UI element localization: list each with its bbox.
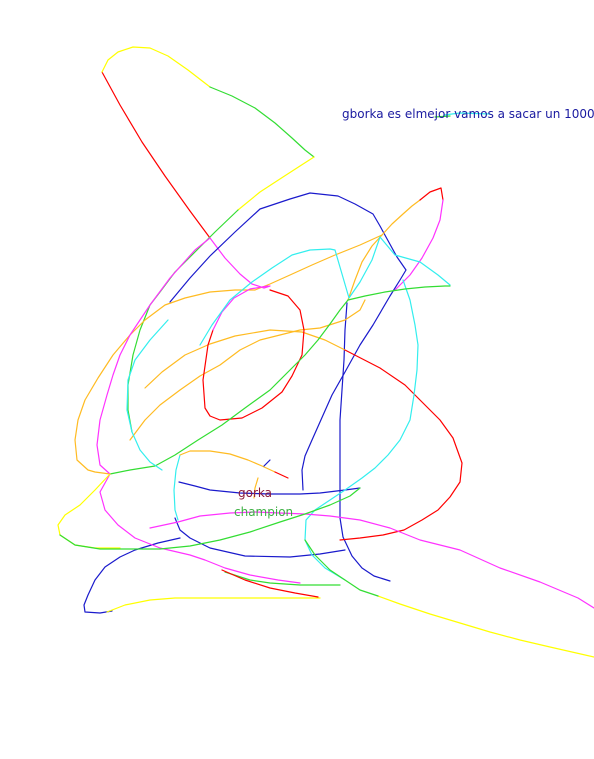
stroke-cyan-left (126, 319, 169, 471)
stroke-orange-inner (144, 329, 346, 389)
stroke-magenta-inner (212, 285, 269, 331)
stroke-orange-upper (347, 199, 421, 301)
stroke-cyan-top (379, 236, 451, 286)
canvas-text-gorka: gorka (238, 486, 272, 500)
stroke-orange-gorka (179, 450, 276, 473)
stroke-green-bottom-right (304, 539, 379, 597)
stroke-magenta-lower (96, 237, 211, 475)
stroke-red-gorka (274, 471, 289, 479)
stroke-red-bottom (221, 569, 319, 598)
stroke-red-inner-loop (202, 289, 305, 421)
stroke-green-right (347, 285, 451, 301)
stroke-blue-lower-loop (174, 517, 346, 558)
stroke-blue-vertical (339, 302, 391, 582)
stroke-green-bottom (59, 487, 361, 550)
stroke-green-inner (109, 299, 349, 475)
stroke-yellow-top-loop (101, 46, 211, 88)
stroke-yellow-bottom (106, 597, 321, 613)
stroke-cyan-text-mark (443, 112, 491, 116)
stroke-yellow-bottom-right (377, 595, 594, 658)
stroke-cyan-right (304, 279, 419, 581)
stroke-red-top-right (419, 187, 444, 201)
stroke-orange-left (74, 289, 256, 475)
stroke-red-diagonal (101, 71, 211, 239)
stroke-yellow-descend (237, 156, 315, 211)
stroke-magenta-upper (209, 237, 271, 289)
stroke-blue-loop (169, 192, 407, 491)
stroke-orange-gorka-down (253, 477, 259, 499)
stroke-magenta-bottom (99, 473, 301, 584)
stroke-orange-circle (129, 299, 366, 441)
stroke-orange-middle (254, 234, 383, 291)
stroke-blue-bottom-left (83, 537, 181, 614)
stroke-green-bottom-line (224, 571, 341, 586)
stroke-green-top (209, 86, 315, 158)
stroke-magenta-bottom-right (149, 511, 594, 609)
stroke-red-right (339, 349, 463, 541)
canvas-text-top: gborka es elmejor vamos a sacar un 10000… (342, 107, 594, 121)
stroke-magenta-right (394, 199, 444, 291)
stroke-blue-bottom (178, 481, 361, 495)
stroke-green-text-mark (434, 115, 451, 118)
stroke-yellow-left (57, 473, 121, 549)
stroke-blue-gorka (263, 459, 271, 467)
stroke-cyan-loop (199, 236, 381, 346)
canvas-text-champion: champion (234, 505, 294, 519)
stroke-cyan-bottom (173, 454, 181, 521)
